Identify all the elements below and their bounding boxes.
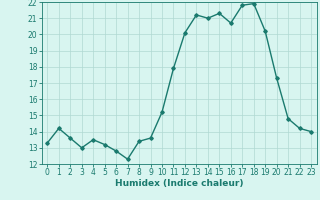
X-axis label: Humidex (Indice chaleur): Humidex (Indice chaleur) [115,179,244,188]
